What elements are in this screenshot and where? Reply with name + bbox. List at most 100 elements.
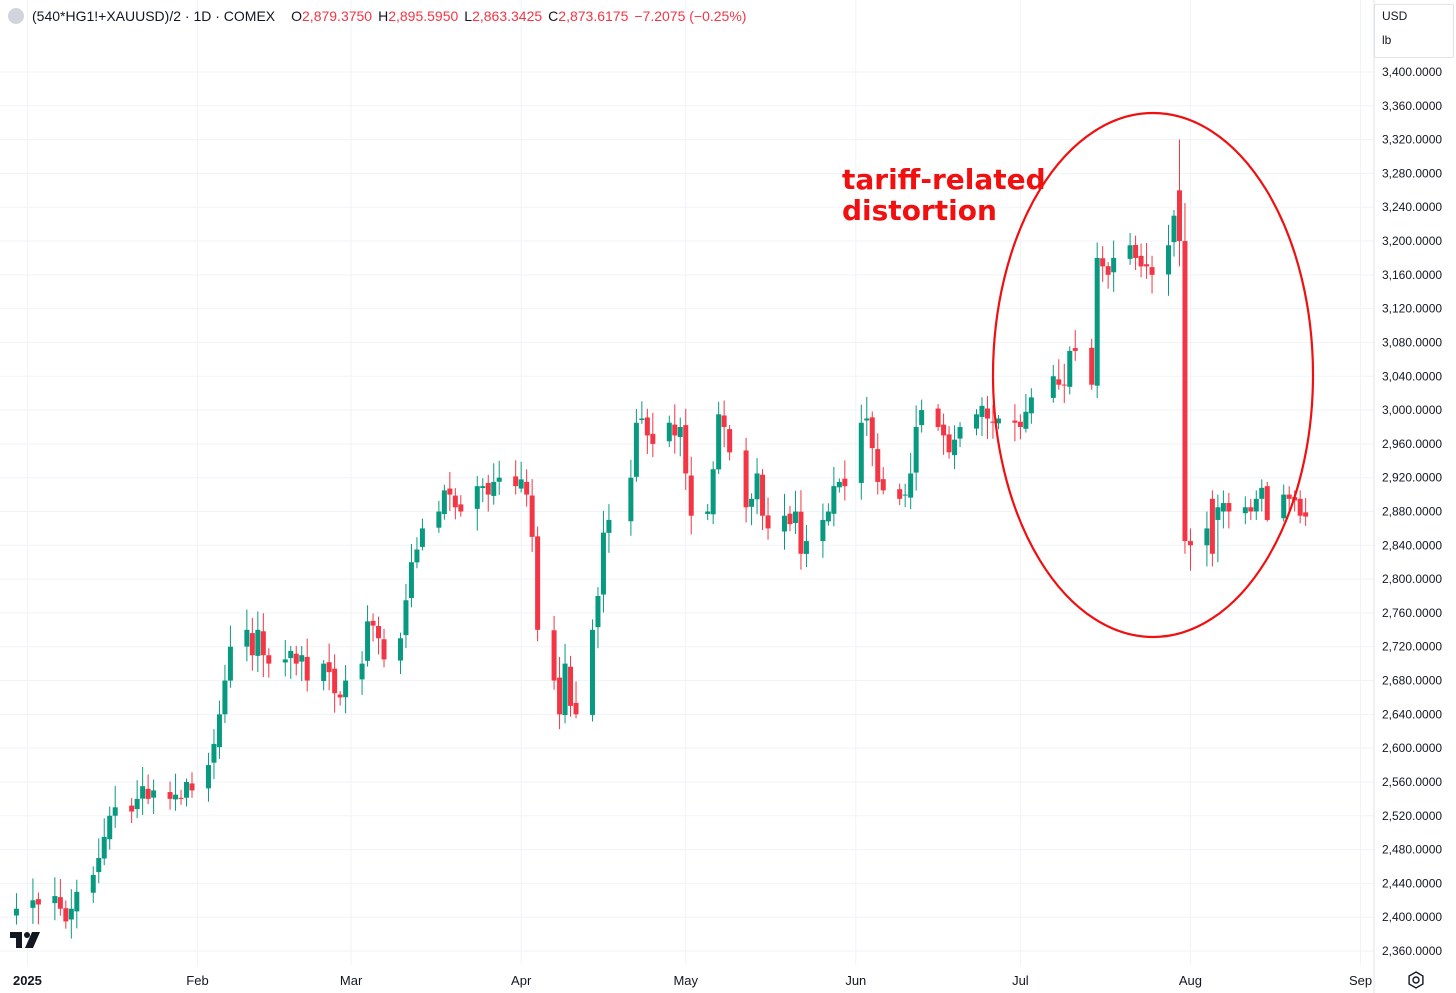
candle	[677, 417, 683, 457]
candle-body	[1220, 503, 1226, 512]
unit-label[interactable]: lb	[1382, 33, 1392, 47]
candle-body	[831, 486, 837, 514]
candle-body	[803, 541, 809, 554]
candle	[1171, 209, 1177, 257]
candle	[529, 479, 535, 552]
candle-body	[205, 765, 211, 789]
candle-body	[836, 481, 842, 488]
candle	[688, 456, 694, 535]
candle-body	[408, 562, 414, 599]
candle-body	[1133, 244, 1139, 258]
candle-body	[897, 489, 903, 499]
price-tick-label: 2,720.0000	[1382, 640, 1442, 654]
candle	[749, 493, 755, 526]
candle	[710, 461, 716, 525]
candle-body	[447, 488, 453, 495]
candle-body	[952, 439, 958, 456]
candle	[1127, 232, 1133, 265]
candle-body	[600, 532, 606, 595]
candle	[52, 877, 58, 921]
candle-body	[946, 434, 952, 453]
currency-label[interactable]: USD	[1382, 9, 1408, 23]
high-value: 2,895.5950	[388, 8, 459, 24]
candle	[957, 422, 963, 448]
candle-body	[1067, 350, 1073, 387]
candle-body	[760, 474, 766, 516]
candle	[381, 628, 387, 668]
settings-gear-icon[interactable]	[1406, 970, 1426, 990]
price-tick-label: 3,320.0000	[1382, 133, 1442, 147]
candle	[1105, 262, 1111, 289]
tradingview-logo-icon[interactable]	[10, 930, 44, 950]
candle	[1253, 490, 1259, 520]
candle-body	[990, 421, 996, 423]
open-label: O	[291, 8, 303, 24]
candle	[260, 613, 266, 678]
candle-body	[677, 426, 683, 437]
candle	[1226, 492, 1232, 529]
chart-legend: (540*HG1!+XAUUSD)/2 · 1D · COMEX O 2,879.…	[8, 6, 746, 26]
candle-body	[1226, 503, 1232, 512]
candle	[683, 408, 689, 490]
symbol-title[interactable]: (540*HG1!+XAUUSD)/2 · 1D · COMEX	[32, 8, 276, 24]
candle	[452, 488, 458, 520]
candle	[864, 396, 870, 436]
candle	[557, 656, 563, 730]
candle	[293, 645, 299, 676]
candle-body	[370, 620, 376, 626]
currency-unit-selector[interactable]: USD lb	[1374, 4, 1454, 58]
price-tick-label: 3,160.0000	[1382, 268, 1442, 282]
candle	[140, 767, 146, 816]
candle-body	[255, 629, 261, 656]
candle-body	[864, 418, 870, 421]
candle-body	[721, 415, 727, 427]
candle-body	[1100, 258, 1106, 267]
candle-body	[474, 486, 480, 509]
candle	[414, 537, 420, 569]
candle-body	[957, 426, 963, 439]
candle	[1187, 528, 1193, 571]
candle	[282, 639, 288, 677]
candle	[1094, 242, 1100, 399]
candle	[600, 510, 606, 613]
candle-body	[1017, 421, 1023, 427]
candle-body	[820, 519, 826, 542]
candle-body	[260, 631, 266, 656]
candle-body	[781, 515, 787, 532]
candle	[589, 619, 595, 722]
candle	[244, 609, 250, 662]
price-tick-label: 2,840.0000	[1382, 538, 1442, 552]
candle	[1220, 490, 1226, 529]
candle	[184, 778, 190, 807]
candle-body	[359, 663, 365, 680]
candle	[919, 399, 925, 433]
candle	[13, 893, 19, 925]
candle	[825, 503, 831, 526]
candle-body	[140, 786, 146, 799]
price-axis[interactable]: 2,360.0000 2,400.0000 2,440.0000 2,480.0000…	[1373, 0, 1442, 993]
candle	[134, 780, 140, 819]
candle-body	[376, 625, 382, 639]
candle-body	[173, 794, 179, 800]
candle-body	[792, 511, 798, 524]
candle-body	[628, 477, 634, 522]
candle-body	[825, 511, 831, 522]
candle	[1204, 511, 1210, 567]
candle	[721, 400, 727, 448]
candle	[365, 605, 371, 667]
candle-body	[35, 899, 41, 905]
candle	[1303, 497, 1309, 526]
candle-body	[595, 596, 601, 628]
price-tick-label: 2,680.0000	[1382, 674, 1442, 688]
candle	[902, 483, 908, 508]
candle-body	[1023, 411, 1029, 429]
candlestick-series	[13, 139, 1309, 939]
price-tick-label: 2,480.0000	[1382, 843, 1442, 857]
candle-body	[798, 511, 804, 554]
time-axis[interactable]: 2025 Feb Mar Apr May Jun Jul Aug Sep	[13, 973, 1372, 988]
candle-body	[1050, 376, 1056, 398]
candle	[249, 617, 255, 671]
candle	[408, 543, 414, 608]
candle	[869, 411, 875, 467]
